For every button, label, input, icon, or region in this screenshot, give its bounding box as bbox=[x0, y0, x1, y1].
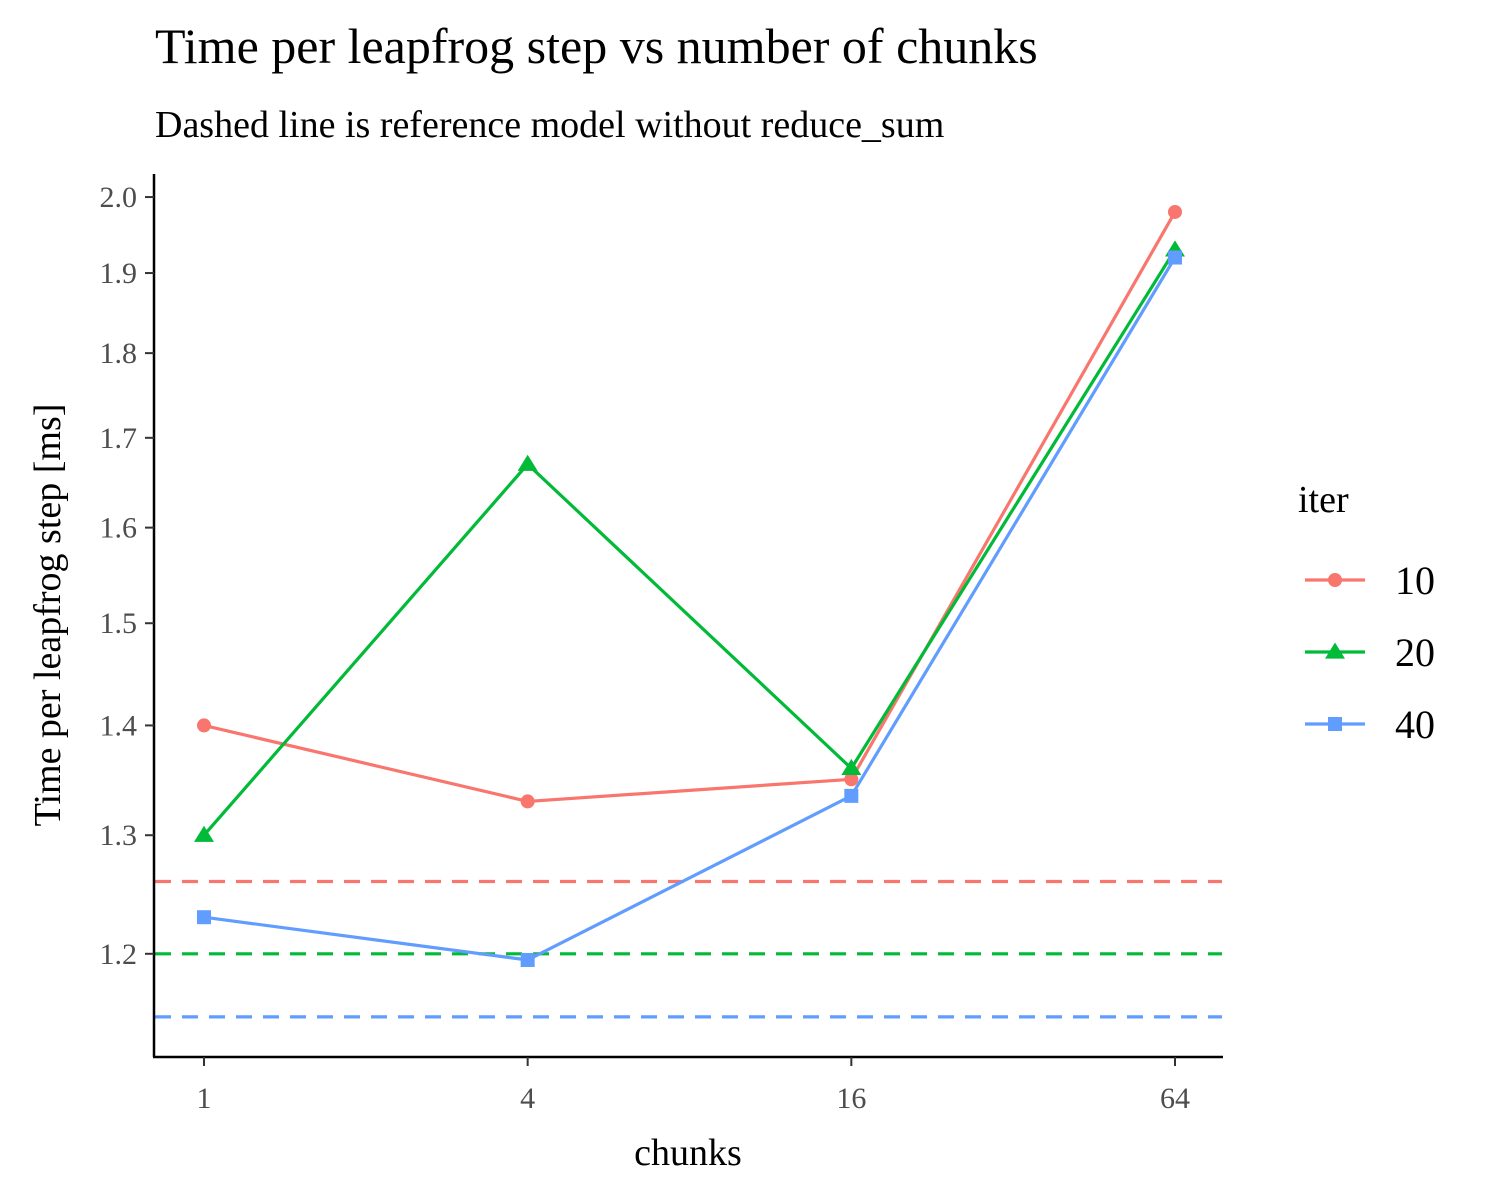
y-tick-label: 1.3 bbox=[100, 819, 138, 852]
x-tick-label: 4 bbox=[520, 1082, 535, 1115]
legend-key-marker-40 bbox=[1328, 717, 1342, 731]
data-point-iter-20 bbox=[194, 825, 214, 842]
data-point-iter-10 bbox=[1168, 204, 1182, 219]
data-point-iter-10 bbox=[197, 718, 211, 733]
y-tick-label: 1.5 bbox=[100, 607, 138, 640]
data-point-iter-40 bbox=[844, 788, 859, 803]
series-line-iter-20 bbox=[202, 248, 1177, 837]
series-lines bbox=[202, 211, 1177, 962]
y-tick-label: 1.4 bbox=[100, 709, 138, 742]
legend-label-20: 20 bbox=[1395, 630, 1435, 675]
x-tick-label: 64 bbox=[1160, 1082, 1190, 1115]
x-tick-label: 16 bbox=[836, 1082, 866, 1115]
x-axis-ticks: 1 4 16 64 bbox=[197, 1057, 1190, 1115]
y-tick-label: 2.0 bbox=[100, 181, 138, 214]
legend-label-10: 10 bbox=[1395, 558, 1435, 603]
series-line-iter-10 bbox=[203, 211, 1177, 804]
legend-title: iter bbox=[1298, 479, 1349, 521]
data-point-iter-20 bbox=[841, 758, 862, 776]
reference-lines bbox=[155, 879, 1222, 1019]
legend-key-marker-20 bbox=[1325, 642, 1345, 659]
y-axis-title: Time per leapfrog step [ms] bbox=[27, 404, 69, 827]
data-point-iter-10 bbox=[844, 772, 859, 787]
chart-subtitle: Dashed line is reference model without r… bbox=[155, 104, 944, 146]
y-tick-label: 1.9 bbox=[100, 257, 138, 290]
data-point-iter-20 bbox=[517, 454, 538, 471]
y-tick-label: 1.7 bbox=[100, 422, 138, 455]
data-point-iter-40 bbox=[197, 910, 211, 925]
legend-label-40: 40 bbox=[1395, 702, 1435, 747]
y-tick-label: 1.8 bbox=[100, 337, 138, 370]
data-point-iter-40 bbox=[1168, 250, 1182, 265]
y-axis-ticks: 1.2 1.3 1.4 1.5 1.6 1.7 1.8 1.9 2.0 bbox=[100, 181, 154, 971]
legend-key-marker-10 bbox=[1328, 573, 1342, 587]
x-tick-label: 1 bbox=[197, 1082, 212, 1115]
legend: iter 10 20 40 bbox=[1298, 479, 1435, 747]
x-axis-title: chunks bbox=[634, 1132, 742, 1174]
chart-title: Time per leapfrog step vs number of chun… bbox=[155, 18, 1038, 74]
y-tick-label: 1.6 bbox=[100, 512, 138, 545]
data-point-iter-10 bbox=[520, 794, 535, 809]
series-line-iter-40 bbox=[203, 256, 1177, 962]
series-markers bbox=[194, 204, 1185, 967]
data-point-iter-40 bbox=[520, 952, 535, 967]
y-tick-label: 1.2 bbox=[100, 938, 138, 971]
